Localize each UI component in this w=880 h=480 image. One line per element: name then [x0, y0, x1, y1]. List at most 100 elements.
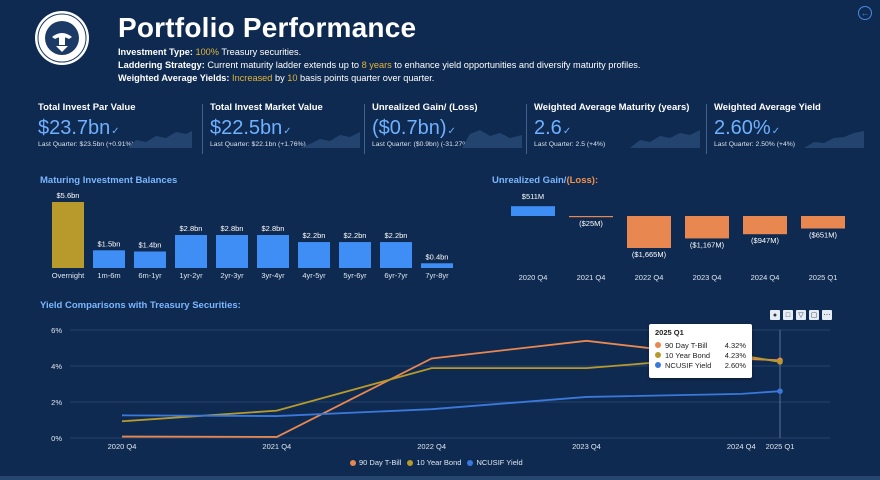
x-tick-label: 2yr-3yr	[220, 271, 244, 280]
yield-legend: 90 Day T-Bill 10 Year Bond NCUSIF Yield	[350, 458, 523, 467]
y-tick-label: 0%	[51, 434, 62, 443]
laddering-years: 8 years	[361, 60, 392, 71]
legend-item-ncusif[interactable]: NCUSIF Yield	[467, 458, 523, 467]
kpi-value: ($0.7bn)✓	[372, 117, 522, 140]
tooltip-series-name: 90 Day T-Bill	[665, 340, 708, 350]
kpi-label: Total Invest Market Value	[210, 102, 323, 113]
back-arrow-icon[interactable]: ←	[858, 6, 872, 20]
laddering-text-pre: Current maturity ladder extends up to	[207, 60, 360, 71]
investment-type-percent: 100%	[195, 47, 219, 57]
kpi-label: Unrealized Gain/ (Loss)	[372, 102, 478, 113]
yields-label: Weighted Average Yields:	[118, 73, 230, 84]
checkmark-icon: ✓	[447, 126, 456, 137]
bar	[801, 216, 845, 229]
expand-icon[interactable]: ▢	[809, 310, 819, 320]
more-icon[interactable]: ⋯	[822, 310, 832, 320]
bar-data-label: ($1,167M)	[690, 240, 725, 249]
kpi-value: 2.60%✓	[714, 117, 864, 140]
kpi-last-quarter: Last Quarter: $22.1bn (+1.76%)	[210, 141, 306, 148]
kpi-last-quarter: Last Quarter: 2.5 (+4%)	[534, 141, 606, 148]
kpi-value: 2.6✓	[534, 117, 700, 140]
bar-data-label: $5.6bn	[57, 191, 80, 200]
sparkline	[128, 131, 192, 148]
kpi-last-quarter: Last Quarter: 2.50% (+4%)	[714, 141, 796, 148]
x-tick-label: 2024 Q4	[751, 273, 780, 282]
x-tick-label: 2020 Q4	[519, 273, 548, 282]
bar-data-label: $2.8bn	[221, 224, 244, 233]
unrealized-title-b: (Loss):	[566, 175, 599, 186]
bond-dot-icon	[655, 352, 661, 358]
yields-trend: Increased	[232, 73, 273, 84]
bar-data-label: $1.4bn	[139, 241, 162, 250]
bar	[511, 206, 555, 216]
bar	[339, 242, 371, 268]
ncusif-dot-icon	[655, 362, 661, 368]
kpi-par-value[interactable]: Total Invest Par Value $23.7bn✓ Last Qua…	[38, 102, 198, 158]
unrealized-chart: $511M 2020 Q4 ($25M) 2021 Q4 ($1,665M) 2022 Q…	[511, 192, 845, 282]
bar-data-label: $2.8bn	[262, 224, 285, 233]
bottom-strip	[0, 476, 880, 480]
yields-line: Weighted Average Yields: Increased by 10…	[118, 72, 640, 85]
chart-tooltip: 2025 Q1 90 Day T-Bill 4.32% 10 Year Bond 4…	[649, 324, 752, 378]
seal-logo	[35, 11, 89, 65]
ncusif-legend-dot-icon	[467, 459, 474, 466]
filter-icon[interactable]: ▽	[796, 310, 806, 320]
investment-type-line: Investment Type: 100% Treasury securitie…	[118, 46, 640, 59]
kpi-value-text: $23.7bn	[38, 117, 111, 139]
x-tick-label: 4yr-5yr	[302, 271, 326, 280]
portfolio-description: Investment Type: 100% Treasury securitie…	[118, 46, 640, 86]
bar	[685, 216, 729, 239]
bar-data-label: ($947M)	[751, 236, 779, 245]
copy-icon[interactable]: □	[783, 310, 793, 320]
unrealized-title-a: Unrealized Gain/	[492, 175, 567, 186]
bar	[175, 235, 207, 268]
laddering-text-post: to enhance yield opportunities and diver…	[394, 60, 641, 71]
x-tick-label: 2025 Q1	[809, 273, 838, 282]
bar-data-label: ($651M)	[809, 231, 837, 240]
bar-data-label: $1.5bn	[98, 239, 121, 248]
kpi-divider	[364, 104, 365, 154]
kpi-yield[interactable]: Weighted Average Yield 2.60%✓ Last Quart…	[714, 102, 864, 158]
tooltip-series-value: 2.60%	[724, 360, 746, 370]
bar	[52, 202, 84, 268]
x-tick-label: 2025 Q1	[766, 442, 795, 451]
bar	[134, 251, 166, 268]
bar-data-label: $511M	[522, 192, 544, 201]
bar-data-label: $2.8bn	[180, 224, 203, 233]
series-line	[121, 390, 781, 417]
tooltip-row: 10 Year Bond 4.23%	[655, 350, 746, 360]
bar-data-label: $0.4bn	[426, 252, 449, 261]
tooltip-series-name: 10 Year Bond	[665, 350, 711, 360]
kpi-market-value[interactable]: Total Invest Market Value $22.5bn✓ Last …	[210, 102, 360, 158]
bar	[380, 242, 412, 268]
bar	[421, 263, 453, 268]
kpi-value-text: $22.5bn	[210, 117, 283, 139]
bar-data-label: $2.2bn	[385, 231, 408, 240]
laddering-line: Laddering Strategy: Current maturity lad…	[118, 59, 640, 72]
investment-type-label: Investment Type:	[118, 47, 193, 57]
bar	[257, 235, 289, 268]
x-tick-label: 2022 Q4	[417, 442, 446, 451]
x-tick-label: 1m-6m	[97, 271, 120, 280]
series-point	[777, 359, 783, 365]
legend-item-tbill[interactable]: 90 Day T-Bill	[350, 458, 401, 467]
bar	[298, 242, 330, 268]
tooltip-row: 90 Day T-Bill 4.32%	[655, 340, 746, 350]
bar	[93, 250, 125, 268]
kpi-unrealized[interactable]: Unrealized Gain/ (Loss) ($0.7bn)✓ Last Q…	[372, 102, 522, 158]
tooltip-series-value: 4.23%	[724, 350, 746, 360]
series-point	[777, 388, 783, 394]
pin-icon[interactable]: ●	[770, 310, 780, 320]
tbill-legend-dot-icon	[350, 459, 356, 466]
bar-data-label: ($1,665M)	[632, 250, 667, 259]
sparkline	[804, 131, 864, 148]
x-tick-label: Overnight	[52, 271, 85, 280]
x-tick-label: 2023 Q4	[572, 442, 601, 451]
kpi-divider	[202, 104, 203, 154]
checkmark-icon: ✓	[111, 126, 120, 137]
kpi-maturity[interactable]: Weighted Average Maturity (years) 2.6✓ L…	[534, 102, 700, 158]
maturing-title: Maturing Investment Balances	[40, 175, 178, 186]
legend-label: 90 Day T-Bill	[359, 458, 402, 467]
bar	[627, 216, 671, 248]
legend-item-bond[interactable]: 10 Year Bond	[407, 458, 461, 467]
